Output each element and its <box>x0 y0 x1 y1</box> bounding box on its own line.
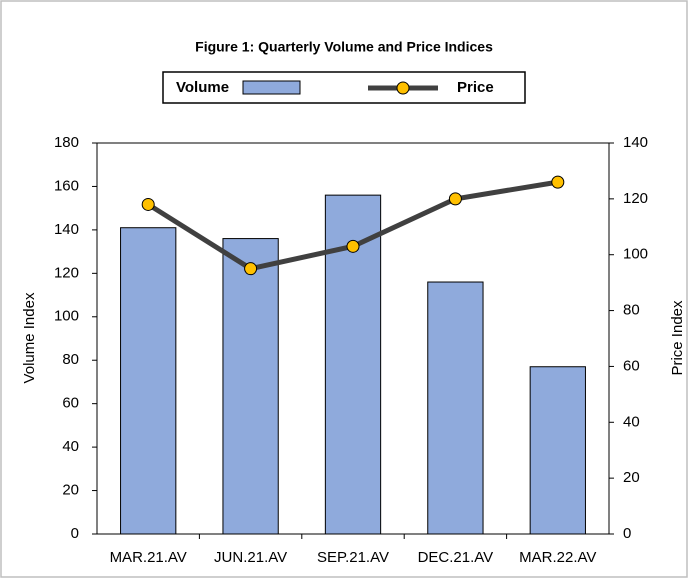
y2-tick-label: 80 <box>623 302 640 319</box>
y-tick-label: 120 <box>54 264 79 281</box>
x-tick-label: MAR.22.AV <box>519 549 596 566</box>
y-tick-label: 100 <box>54 308 79 325</box>
x-tick-label: JUN.21.AV <box>214 549 287 566</box>
y-tick-label: 80 <box>62 351 79 368</box>
bar <box>427 281 484 535</box>
y-tick-label: 40 <box>62 438 79 455</box>
bar <box>222 238 279 535</box>
y2-tick-label: 120 <box>623 190 648 207</box>
line-marker <box>141 197 155 211</box>
y2-axis-label: Price Index <box>669 300 686 376</box>
y2-tick-label: 20 <box>623 469 640 486</box>
y2-tick-label: 0 <box>623 525 631 542</box>
y-tick-label: 0 <box>71 525 79 542</box>
y-axis-label: Volume Index <box>21 292 38 383</box>
legend-swatch <box>242 80 301 95</box>
y-tick-label: 20 <box>62 482 79 499</box>
legend-box <box>162 71 526 104</box>
x-tick-label: MAR.21.AV <box>110 549 187 566</box>
line-marker <box>244 262 258 276</box>
line-marker <box>346 239 360 253</box>
bar <box>529 366 586 535</box>
line-marker <box>448 192 462 206</box>
y-tick-label: 180 <box>54 134 79 151</box>
y-tick-label: 160 <box>54 177 79 194</box>
y-tick-label: 140 <box>54 221 79 238</box>
y2-tick-label: 100 <box>623 246 648 263</box>
legend-label: Price <box>457 79 494 96</box>
y2-tick-label: 140 <box>623 134 648 151</box>
legend-marker <box>396 81 410 95</box>
y2-tick-label: 60 <box>623 357 640 374</box>
x-tick-label: SEP.21.AV <box>317 549 389 566</box>
chart-title: Figure 1: Quarterly Volume and Price Ind… <box>195 39 493 55</box>
y-tick-label: 60 <box>62 395 79 412</box>
bar <box>120 227 177 535</box>
x-tick-label: DEC.21.AV <box>418 549 494 566</box>
line-marker <box>551 175 565 189</box>
y2-tick-label: 40 <box>623 413 640 430</box>
legend-label: Volume <box>176 79 229 96</box>
